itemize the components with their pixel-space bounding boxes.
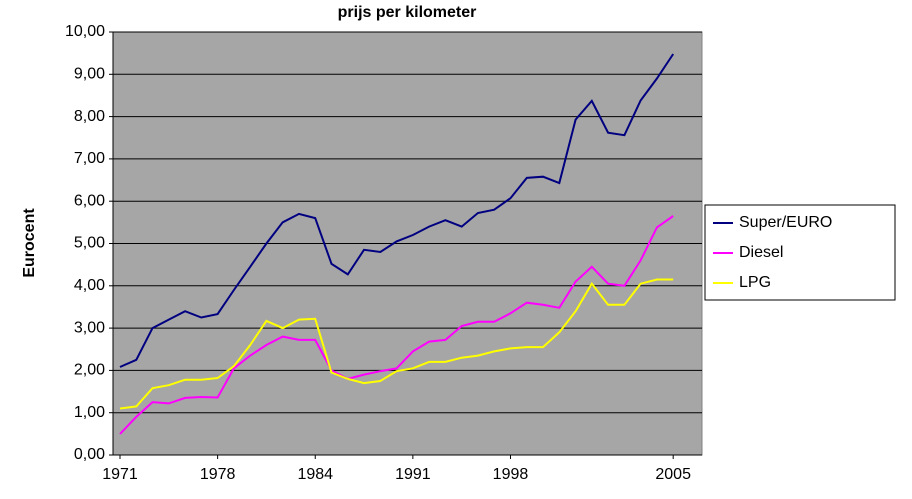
x-tick-label: 1978	[200, 466, 236, 483]
legend-label: Super/EURO	[739, 214, 832, 231]
y-tick-label: 1,00	[74, 404, 105, 421]
series-line	[119, 215, 674, 435]
legend-label: Diesel	[739, 244, 783, 261]
series-line	[119, 278, 674, 410]
y-tick-label: 2,00	[74, 362, 105, 379]
y-tick-label: 4,00	[74, 277, 105, 294]
legend-label: LPG	[739, 274, 771, 291]
legend	[704, 204, 896, 301]
x-tick-label: 1991	[395, 466, 431, 483]
y-tick-label: 3,00	[74, 319, 105, 336]
y-tick-label: 0,00	[74, 446, 105, 463]
y-tick-label: 6,00	[74, 192, 105, 209]
x-tick-label: 1998	[493, 466, 529, 483]
x-tick-label: 1971	[102, 466, 138, 483]
y-tick-label: 5,00	[74, 235, 105, 252]
y-axis-label: Eurocent	[21, 208, 38, 278]
x-tick-label: 1984	[297, 466, 333, 483]
y-tick-label: 10,00	[65, 23, 105, 40]
y-tick-label: 8,00	[74, 108, 105, 125]
chart-title: prijs per kilometer	[338, 4, 477, 21]
series-line	[119, 53, 675, 368]
x-tick-label: 2005	[655, 466, 691, 483]
y-tick-label: 9,00	[74, 66, 105, 83]
y-tick-label: 7,00	[74, 150, 105, 167]
